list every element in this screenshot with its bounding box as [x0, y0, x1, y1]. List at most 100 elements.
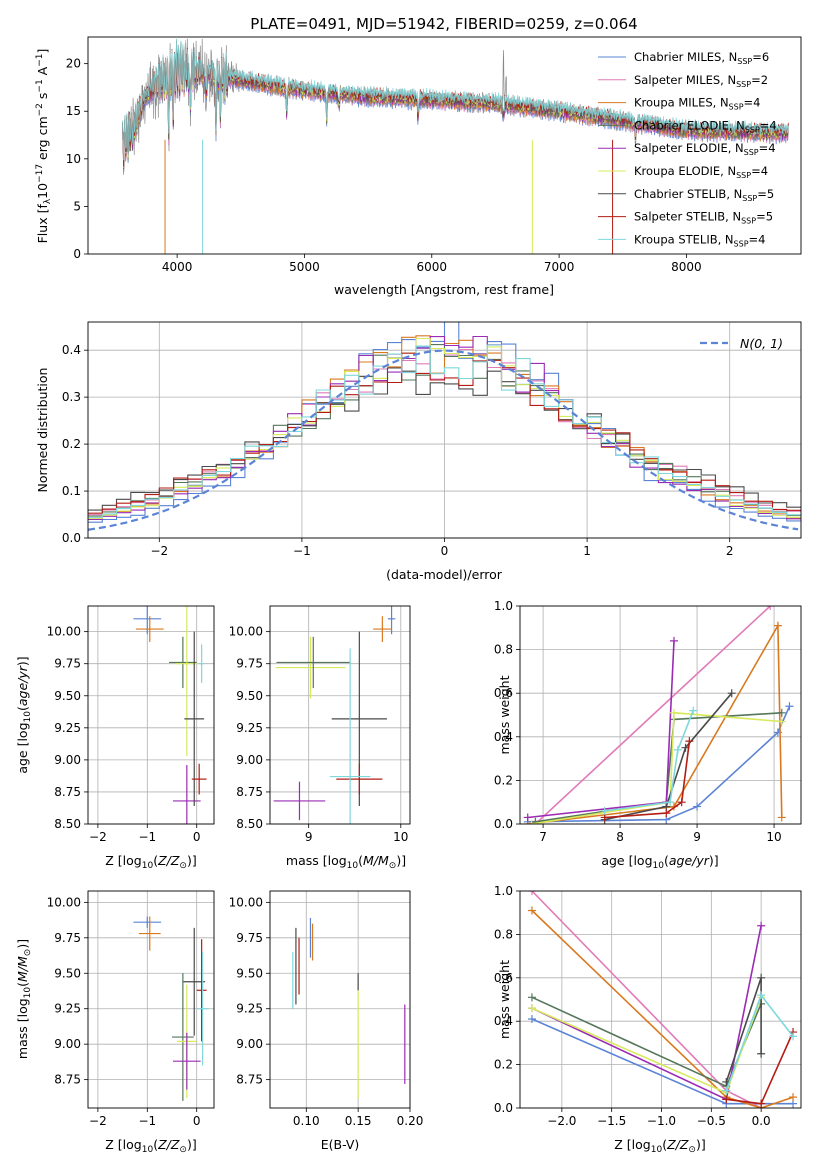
series-line: [725, 993, 794, 1091]
data-point: [727, 689, 736, 698]
weight-vs-age-frame: [519, 605, 802, 825]
y-tick-label: 10.00: [229, 625, 263, 639]
y-tick-label: 9.50: [236, 689, 263, 703]
x-tick-label: 0: [193, 830, 201, 844]
age-vs-mass-frame: [269, 605, 411, 825]
data-point: [766, 606, 775, 610]
data-point: [693, 802, 702, 811]
y-tick-label: 9.25: [236, 721, 263, 735]
x-tick-label: 4000: [162, 260, 193, 274]
point-kroupa-miles: [135, 616, 164, 642]
axis-label: age [log10(age/yr)]: [15, 656, 33, 773]
point-kroupa-miles: [138, 916, 161, 951]
y-tick-label: 8.75: [54, 785, 81, 799]
series-salpeter-stelib: [600, 737, 694, 822]
y-axis-label: mass weight: [497, 675, 512, 754]
x-tick-label: 0: [441, 544, 449, 558]
data-point: [600, 806, 609, 815]
series-kroupa-stelib: [722, 991, 798, 1095]
x-tick-label: 0: [193, 1114, 201, 1128]
series-line: [604, 692, 733, 821]
weight-vs-age-chart: 7 8 9 10 0.0 0.2 0.4 0.6 0.8 1.0 mass weight age [l…: [494, 599, 802, 871]
y-tick-label: 20: [66, 57, 81, 71]
x-tick-label: −0.5: [697, 1114, 726, 1128]
series-line: [534, 606, 771, 824]
data-point: [785, 702, 794, 711]
x-tick-label: 6000: [416, 260, 447, 274]
y-tick-label: 10.00: [47, 625, 81, 639]
y-tick-label: 0.2: [494, 773, 513, 787]
y-tick-label: 0.8: [494, 643, 513, 657]
x-tick-label: 7000: [544, 260, 575, 274]
data-point: [527, 891, 536, 895]
x-tick-label: −1: [138, 830, 156, 844]
point-salpeter-stelib: [336, 763, 383, 795]
y-tick-label: 9.00: [236, 1037, 263, 1051]
data-point: [677, 798, 686, 807]
point-salpeter-stelib: [196, 939, 207, 1042]
age-vs-mass-chart: 9 10 8.50 8.75 9.00 9.25 9.50 9.75 10.00 mass [lo…: [229, 605, 411, 871]
data-point: [777, 717, 786, 726]
y-tick-label: 9.75: [54, 657, 81, 671]
data-point: [789, 1032, 798, 1041]
spectrum-frame: [87, 36, 802, 255]
x-tick-label: 10: [393, 830, 408, 844]
data-point: [527, 1015, 536, 1024]
mass-vs-EBV-plot-area: [292, 917, 406, 1099]
data-point: [757, 973, 766, 982]
data-point: [689, 706, 698, 715]
data-point: [669, 636, 678, 645]
point-chabrier-elodie: [169, 636, 197, 689]
data-point: [722, 1095, 731, 1104]
data-point: [757, 921, 766, 930]
data-point: [757, 991, 766, 1000]
point-chabrier-miles: [133, 916, 162, 928]
y-tick-label: 8.75: [236, 785, 263, 799]
histogram-kroupa-elodie: [88, 337, 801, 519]
y-tick-label: 9.25: [54, 721, 81, 735]
x-tick-label: −1.0: [647, 1114, 676, 1128]
y-tick-label: 8.50: [236, 817, 263, 831]
y-tick-label: 0.0: [494, 1101, 513, 1115]
x-tick-label: 0.10: [293, 1114, 320, 1128]
data-point: [685, 737, 694, 746]
model-spectrum-kroupa-stelib: [122, 38, 789, 161]
axis-label: Z [log10(Z/Z⊙)]: [105, 1137, 196, 1155]
y-tick-label: 0.8: [494, 927, 513, 941]
x-tick-label: 7: [539, 830, 547, 844]
data-point: [777, 708, 786, 717]
age-vs-Z-frame: [87, 605, 215, 825]
y-tick-label: 15: [66, 104, 81, 118]
data-point: [527, 906, 536, 915]
x-tick-label: −2: [150, 544, 168, 558]
data-point: [523, 813, 532, 822]
y-tick-label: 0.6: [494, 686, 513, 700]
legend-label-salpeter-elodie: Salpeter ELODIE, NSSP=4: [634, 141, 776, 157]
x-tick-label: −2: [89, 1114, 107, 1128]
y-tick-label: 9.25: [236, 1002, 263, 1016]
series-line: [531, 711, 782, 824]
series-chabrier-stelib: [722, 973, 766, 1086]
y-tick-label: 9.50: [236, 966, 263, 980]
y-tick-label: 0.0: [494, 817, 513, 831]
series-salpeter-stelib: [722, 1028, 798, 1108]
series-kroupa-elodie: [527, 708, 786, 824]
legend-label-chabrier-miles: Chabrier MILES, NSSP=6: [634, 50, 769, 66]
series-line: [531, 1018, 793, 1105]
histogram-salpeter-elodie: [88, 335, 801, 521]
y-tick-label: 10.00: [229, 895, 263, 909]
y-tick-label: 9.50: [54, 689, 81, 703]
point-kroupa-miles: [373, 616, 392, 642]
legend-label-chabrier-stelib: Chabrier STELIB, NSSP=5: [634, 187, 774, 203]
axis-label: age [log10(age/yr)]: [601, 853, 718, 871]
x-axis-label: wavelength [Angstrom, rest frame]: [334, 282, 554, 297]
y-tick-label: 9.00: [54, 1037, 81, 1051]
point-salpeter-elodie: [172, 1032, 201, 1090]
axis-label: Z [log10(Z/Z⊙)]: [614, 1137, 705, 1155]
mass-vs-Z-chart: −2 −1 0 8.75 9.00 9.25 9.50 9.75 10.00 Z [log10(Z…: [15, 890, 215, 1155]
y-tick-label: 9.75: [236, 657, 263, 671]
legend-label-salpeter-miles: Salpeter MILES, NSSP=2: [634, 73, 768, 89]
point-chabrier-stelib: [184, 631, 205, 807]
spectrum-legend: Chabrier MILES, NSSP=6 Salpeter MILES, NS…: [598, 50, 777, 248]
point-kroupa-stelib: [196, 951, 209, 1066]
